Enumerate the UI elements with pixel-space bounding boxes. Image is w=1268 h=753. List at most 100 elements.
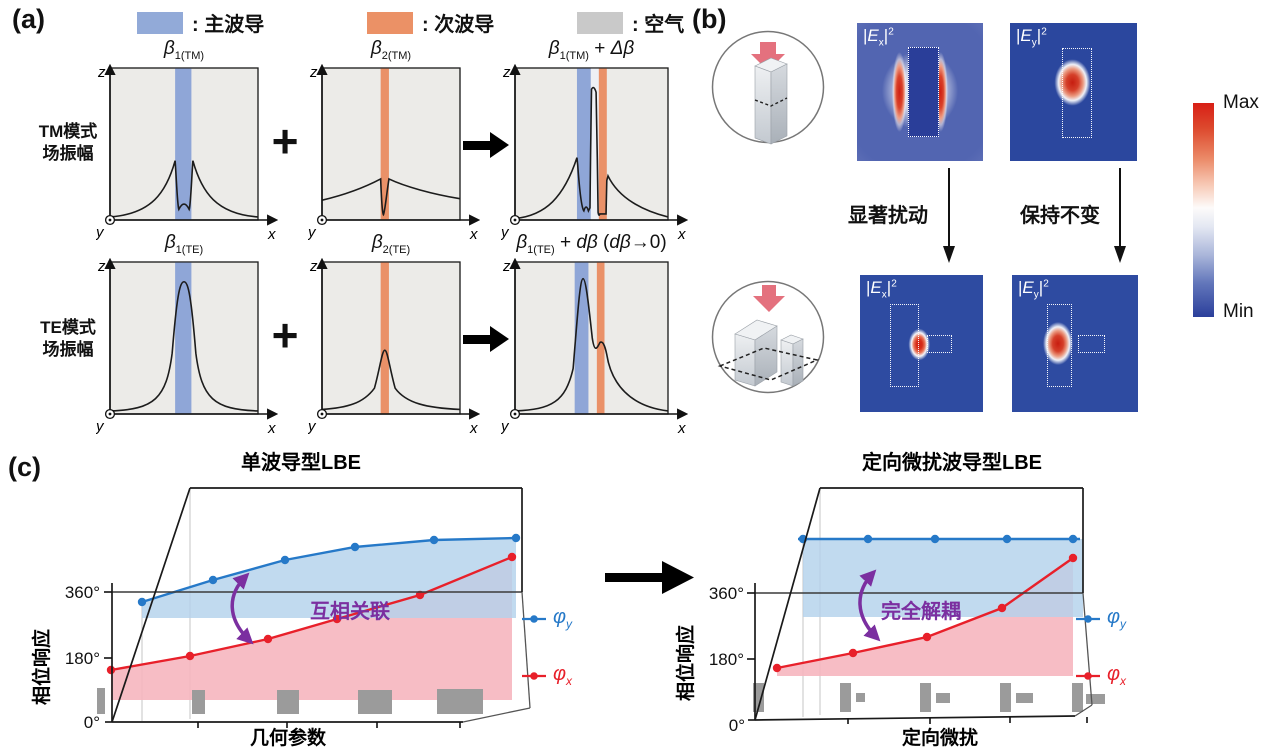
ex-field-plot-single: |Ex|2 — [857, 23, 983, 161]
waveguide-outline — [1062, 47, 1092, 139]
x-axis-label: x — [677, 420, 686, 437]
caption-unchanged: 保持不变 — [1020, 205, 1100, 227]
legend-swatch-0 — [137, 11, 183, 34]
main-waveguide-outline — [1046, 304, 1072, 388]
phi-x-point — [185, 651, 195, 661]
y-axis-label: y — [308, 224, 317, 241]
legend-line-dot-icon — [1076, 671, 1100, 680]
gap-waveguide-stripe — [590, 68, 599, 220]
phi-x-point — [507, 552, 517, 562]
phi-x-point — [1068, 553, 1078, 563]
ey-field-plot-single: |Ey|2 — [1010, 23, 1137, 161]
tm-plot-main-waveguide: β1(TM) z y x — [95, 38, 280, 253]
press-arrow-icon — [753, 285, 785, 312]
series-layer-1 — [753, 534, 1105, 712]
field-amplitude-curve — [322, 350, 460, 409]
legend-item-main-waveguide: : 主波导 — [137, 8, 264, 37]
phi-x-point — [922, 632, 932, 642]
beta-label: β2(TE) — [371, 232, 411, 256]
beta-label: β1(TM) — [163, 38, 205, 62]
air-region — [321, 67, 461, 221]
right-arrow-icon — [463, 326, 509, 357]
x-axis-label: x — [267, 226, 276, 243]
ytick-0: 0° — [729, 716, 745, 735]
phi-x-point — [415, 590, 425, 600]
cut-plane-dashed-outline — [717, 347, 820, 381]
x-axis-label: x — [677, 226, 686, 243]
legend-item-secondary-waveguide: : 次波导 — [367, 8, 494, 37]
waveguide-cross-section-glyph — [97, 688, 105, 714]
frame-front-right — [462, 591, 531, 723]
miniplot-svg: z y x — [307, 63, 481, 243]
field-label: |Ex|2 — [866, 278, 897, 301]
waveguide-cross-section-glyph — [437, 689, 483, 714]
waveguide-cross-section-glyph — [753, 683, 764, 712]
y-axis-label: y — [96, 224, 105, 241]
perturbation-glyph — [1086, 694, 1105, 704]
ytick-180: 180° — [65, 649, 100, 668]
tm-plot-combined: β1(TM) + Δβ z y x — [500, 38, 690, 253]
x-axis-label: 几何参数 — [250, 726, 327, 749]
waveguide-cross-section-glyph — [920, 683, 931, 712]
ex-field-plot-perturbed: |Ex|2 — [860, 275, 983, 412]
orange-waveguide-stripe — [380, 68, 389, 220]
tick-labels: 360° 180° 0° — [65, 583, 100, 732]
field-amplitude-curve — [515, 279, 668, 411]
y-axis-label: y — [501, 418, 510, 435]
beta-label: β1(TE) — [164, 232, 204, 256]
legend-phi-x: φx — [522, 663, 572, 688]
down-arrow-icon — [1112, 166, 1128, 271]
y-axis-label: y — [501, 224, 510, 241]
legend-swatch-1 — [367, 11, 413, 34]
perturbation-glyph — [856, 693, 865, 702]
ytick-180: 180° — [709, 650, 744, 669]
blue-waveguide-stripe — [175, 262, 192, 414]
perturbation-glyph — [1016, 693, 1033, 703]
y-axis-label: y — [308, 418, 317, 435]
z-axis-label: z — [97, 64, 106, 81]
perturbation-outline — [927, 335, 952, 354]
panel-b-label: (b) — [692, 4, 727, 34]
cut-plane-dashed-line — [754, 97, 788, 107]
press-arrow-icon — [751, 42, 785, 71]
ey-hotspot — [1051, 56, 1093, 109]
z-axis-label: z — [502, 64, 511, 81]
z-axis-label: z — [502, 258, 511, 275]
frame — [754, 487, 1084, 721]
x-axis-label: x — [469, 226, 478, 243]
miniplot-svg: z y x — [95, 63, 279, 243]
field-amplitude-curve — [322, 179, 460, 215]
ticks — [104, 591, 461, 728]
legend-phi-y: φy — [1076, 606, 1126, 631]
tm-plot-secondary-waveguide: β2(TM) z y x — [307, 38, 482, 253]
x-axis-label: x — [469, 420, 478, 437]
miniplot-svg: z y x — [500, 63, 689, 243]
orange-waveguide-stripe — [596, 262, 605, 414]
miniplot-svg: z y x — [307, 257, 481, 437]
plus-sign: + — [271, 115, 299, 167]
waveguide-outline — [908, 47, 939, 138]
waveguide-cross-section-glyph — [840, 683, 851, 712]
phi-x-point — [106, 665, 116, 675]
plus-sign: + — [271, 309, 299, 361]
annotation-correlated: 互相关联 — [310, 599, 390, 623]
te-row-label: TE模式 场振幅 — [40, 318, 96, 360]
te-plot-combined: β1(TE) + dβ (dβ→0) z y x — [500, 232, 690, 447]
colorbar-max-label: Max — [1223, 92, 1259, 113]
chart-title: 定向微扰波导型LBE — [862, 450, 1042, 474]
caption-significant-perturbation: 显著扰动 — [848, 205, 928, 227]
y-axis-label: y — [96, 418, 105, 435]
phi-x-curve — [110, 555, 513, 672]
waveguide-cross-section-glyph — [1000, 683, 1011, 712]
coupling-arrow-icon — [230, 572, 254, 645]
legend-line-dot-icon — [522, 671, 546, 680]
legend-item-air: : 空气 — [577, 8, 684, 37]
phi-y-point — [429, 535, 439, 545]
x-axis-label: 定向微扰 — [902, 726, 978, 749]
ticks — [747, 592, 1088, 724]
ex-left-lobe — [891, 51, 907, 132]
transform-arrow-icon — [605, 561, 694, 594]
legend-label: : 主波导 — [192, 14, 265, 36]
ytick-0: 0° — [84, 713, 100, 732]
